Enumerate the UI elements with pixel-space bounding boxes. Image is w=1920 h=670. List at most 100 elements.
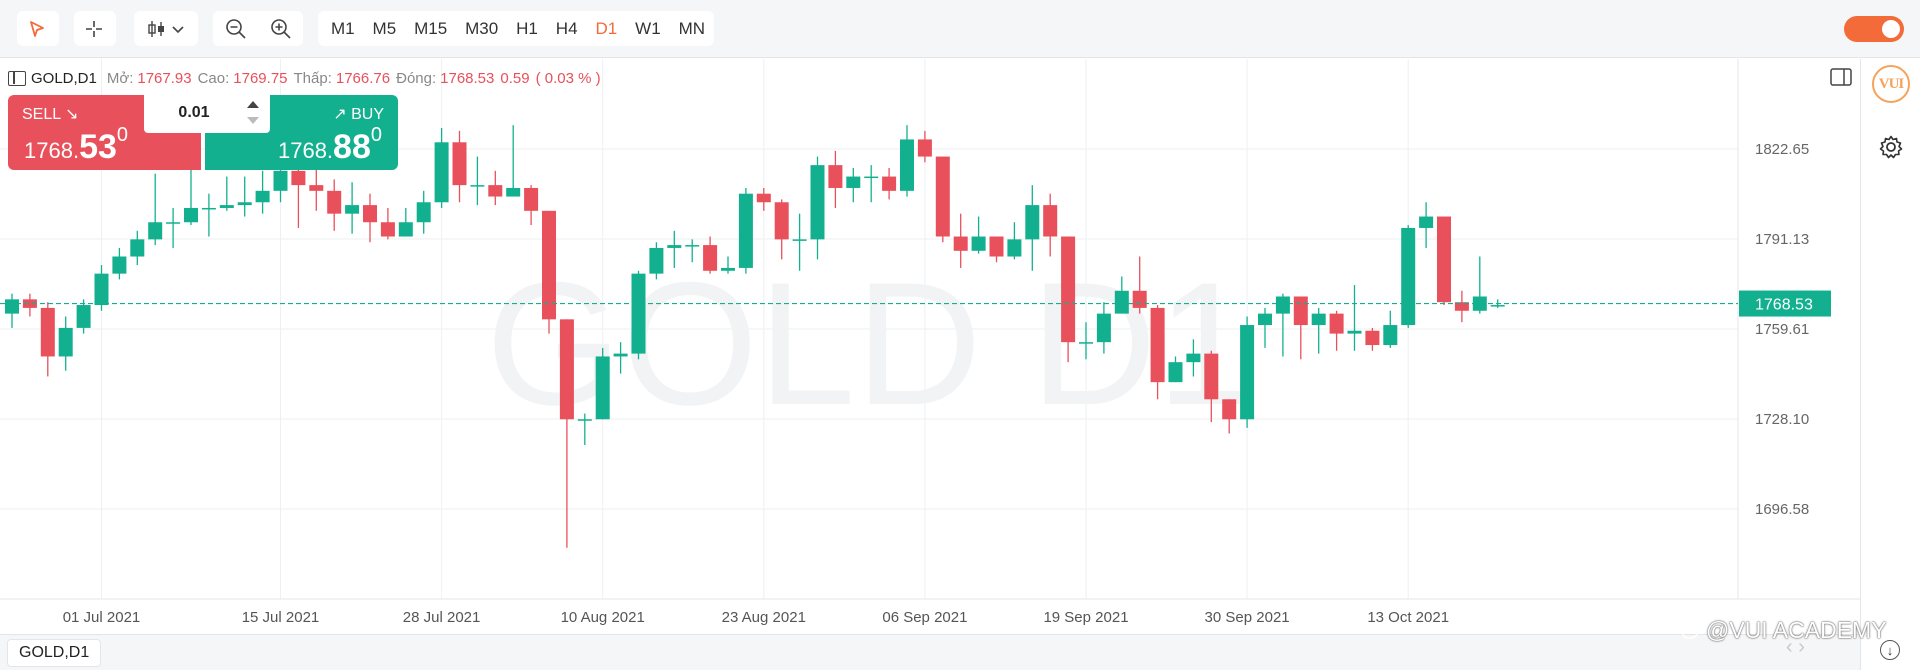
crosshair-button[interactable] [74, 11, 114, 46]
candle-body [864, 176, 879, 179]
candle-body [130, 239, 145, 257]
candle-body [1293, 296, 1308, 326]
buy-label: ↗ BUY [333, 106, 384, 123]
candle-body [237, 202, 252, 206]
candle [5, 293, 19, 328]
scroll-to-end-button[interactable]: ↓ [1880, 640, 1900, 660]
candle [631, 270, 646, 360]
quantity-input[interactable]: 0.01 [178, 104, 210, 121]
candle-body [953, 236, 968, 251]
candle-body [40, 307, 55, 357]
candle [685, 239, 700, 263]
logo-button[interactable]: VUI [1861, 59, 1920, 109]
candle-body [1204, 353, 1219, 400]
timeframe-d1[interactable]: D1 [595, 18, 618, 38]
candle [76, 299, 91, 334]
candle [201, 193, 216, 237]
chevron-down-icon [172, 25, 184, 33]
candle [917, 130, 932, 163]
candle [506, 125, 521, 197]
candle [721, 256, 735, 274]
change-value: 0.59 [500, 69, 530, 87]
candle-body [828, 165, 843, 188]
zoom-out-button[interactable] [213, 11, 258, 46]
time-tick-label: 15 Jul 2021 [242, 609, 320, 626]
quantity-down-icon[interactable] [247, 117, 259, 124]
high-value: 1769.75 [233, 69, 288, 87]
candle [1168, 356, 1183, 383]
timeframe-m30[interactable]: M30 [465, 18, 499, 38]
timeframe-m15[interactable]: M15 [414, 18, 448, 38]
candle-body [506, 187, 521, 197]
candle-body [971, 236, 986, 251]
quantity-stepper[interactable]: 0.01 [144, 95, 270, 133]
time-tick-label: 13 Oct 2021 [1367, 609, 1449, 626]
candle [1311, 307, 1326, 354]
symbol-tab[interactable]: GOLD,D1 [7, 639, 102, 667]
candle-body [524, 187, 539, 211]
dark-mode-toggle[interactable] [1844, 16, 1904, 42]
gear-icon [1879, 135, 1903, 159]
chart-type-dropdown[interactable] [134, 11, 198, 46]
candle-body [935, 156, 950, 237]
timeframe-mn[interactable]: MN [678, 18, 706, 38]
candle-body [738, 193, 753, 268]
toggle-knob [1882, 20, 1900, 38]
candle-body [900, 139, 914, 191]
candle [1204, 350, 1219, 423]
candle-body [792, 239, 807, 241]
timeframe-h4[interactable]: H4 [555, 18, 578, 38]
right-side-panel: VUI [1860, 59, 1920, 670]
time-tick-label: 30 Sep 2021 [1205, 609, 1290, 626]
crosshair-icon [86, 20, 102, 37]
candle [792, 213, 807, 271]
candle-body [685, 245, 700, 247]
timeframe-m1[interactable]: M1 [330, 18, 355, 38]
candle [1043, 193, 1058, 257]
candle-body [380, 222, 395, 237]
candle-body [452, 142, 467, 186]
price-tick-label: 1791.13 [1755, 231, 1809, 248]
candle-body [148, 222, 163, 240]
candle-body [434, 142, 449, 203]
candle [416, 190, 431, 234]
price-tick-label: 1728.10 [1755, 411, 1809, 428]
candle-body [273, 170, 288, 191]
time-tick-label: 01 Jul 2021 [63, 609, 141, 626]
timeframe-h1[interactable]: H1 [516, 18, 538, 38]
candle [864, 165, 879, 203]
candle-body [1168, 362, 1183, 383]
cursor-tool-group [17, 11, 59, 46]
candle-body [166, 222, 181, 224]
layers-icon[interactable] [8, 70, 26, 86]
settings-button[interactable] [1861, 122, 1920, 172]
candle-body [112, 256, 127, 274]
buy-price-main: 1768. [277, 138, 334, 163]
quantity-up-icon[interactable] [247, 101, 259, 108]
candle-body [327, 190, 342, 214]
zoom-in-button[interactable] [258, 11, 303, 46]
panel-toggle-icon[interactable] [1830, 68, 1852, 86]
close-value: 1768.53 [440, 69, 495, 87]
timeframe-w1[interactable]: W1 [635, 18, 661, 38]
timeframe-m5[interactable]: M5 [372, 18, 397, 38]
candle-body [1311, 313, 1326, 326]
candle [219, 176, 234, 211]
sell-button[interactable]: SELL ↘ 1768.530 [8, 95, 201, 170]
chart-nav-arrows[interactable]: ‹ › [1786, 636, 1805, 658]
time-tick-label: 28 Jul 2021 [403, 609, 481, 626]
zoom-in-icon [270, 18, 291, 39]
candle [1472, 256, 1487, 314]
symbol-label: GOLD,D1 [31, 69, 97, 87]
crosshair-tool-group [74, 11, 116, 46]
candle-body [1329, 313, 1344, 334]
arrow-cursor-button[interactable] [17, 11, 57, 46]
price-tick-label: 1696.58 [1755, 501, 1809, 518]
candle [828, 150, 843, 208]
candle-body [1454, 302, 1469, 311]
candle-body [577, 419, 592, 421]
high-label: Cao: [197, 69, 230, 87]
price-tick-label: 1759.61 [1755, 321, 1809, 338]
candle [810, 156, 825, 260]
candle [559, 319, 574, 548]
